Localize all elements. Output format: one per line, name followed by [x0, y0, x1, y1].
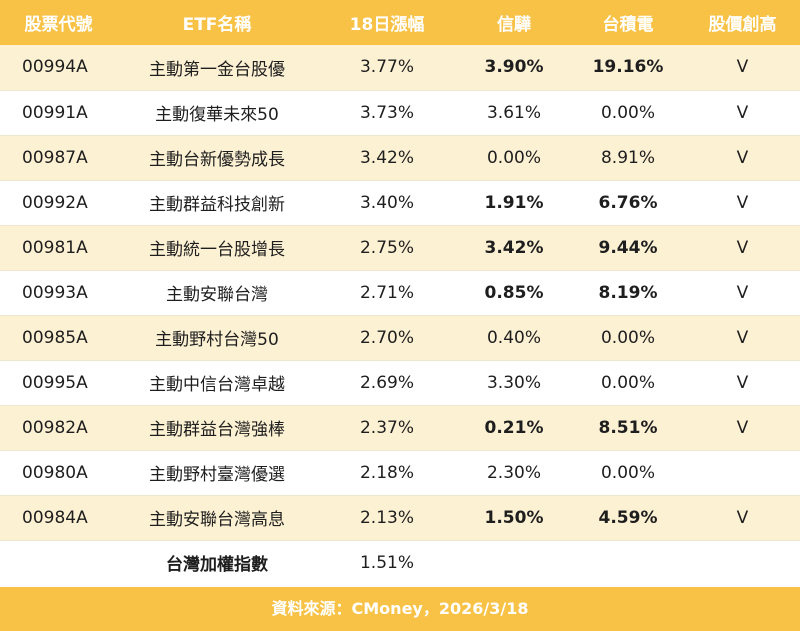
new-high-mark: V [685, 45, 800, 91]
tsmc-weight: 6.76% [571, 180, 685, 226]
new-high-mark: V [685, 405, 800, 451]
aspeed-weight: 3.90% [457, 45, 571, 91]
tsmc-weight: 0.00% [571, 450, 685, 496]
tsmc-weight: 8.51% [571, 405, 685, 451]
etf-name: 主動第一金台股優 [117, 45, 317, 91]
etf-name: 主動群益科技創新 [117, 180, 317, 226]
etf-code: 00993A [0, 270, 117, 316]
gain-value: 2.37% [317, 405, 457, 451]
aspeed-weight: 0.21% [457, 405, 571, 451]
table-row: 00993A 主動安聯台灣 2.71% 0.85% 8.19% V [0, 270, 800, 316]
table-row: 00982A 主動群益台灣強棒 2.37% 0.21% 8.51% V [0, 405, 800, 451]
table-row: 00985A 主動野村台灣50 2.70% 0.40% 0.00% V [0, 315, 800, 361]
aspeed-weight: 3.42% [457, 225, 571, 271]
source-footer: 資料來源：CMoney，2026/3/18 [0, 587, 800, 631]
etf-code: 00991A [0, 90, 117, 136]
etf-code: 00992A [0, 180, 117, 226]
table-row: 00987A 主動台新優勢成長 3.42% 0.00% 8.91% V [0, 135, 800, 181]
header-code: 股票代號 [24, 15, 93, 35]
table-row: 00981A 主動統一台股增長 2.75% 3.42% 9.44% V [0, 225, 800, 271]
etf-code: 00980A [0, 450, 117, 496]
etf-name: 主動野村台灣50 [117, 315, 317, 361]
tsmc-weight: 4.59% [571, 495, 685, 541]
etf-name: 主動台新優勢成長 [117, 135, 317, 181]
gain-value: 2.70% [317, 315, 457, 361]
tsmc-weight: 9.44% [571, 225, 685, 271]
header-18day-gain: 18日漲幅 [349, 15, 425, 35]
gain-value: 3.77% [317, 45, 457, 91]
etf-name: 主動中信台灣卓越 [117, 360, 317, 406]
etf-name: 主動安聯台灣 [117, 270, 317, 316]
aspeed-weight: 0.00% [457, 135, 571, 181]
gain-value: 2.71% [317, 270, 457, 316]
etf-table: 股票代號 ETF名稱 18日漲幅 信驊 台積電 股價創高 00994A 主動第一金… [0, 0, 800, 585]
etf-name: 主動群益台灣強棒 [117, 405, 317, 451]
new-high-mark [685, 450, 800, 496]
gain-value: 3.40% [317, 180, 457, 226]
table-header-row: 股票代號 ETF名稱 18日漲幅 信驊 台積電 股價創高 [0, 0, 800, 45]
header-aspeed: 信驊 [497, 15, 531, 35]
etf-code: 00984A [0, 495, 117, 541]
tsmc-weight: 8.19% [571, 270, 685, 316]
etf-name: 主動安聯台灣高息 [117, 495, 317, 541]
etf-code: 00985A [0, 315, 117, 361]
gain-value: 2.13% [317, 495, 457, 541]
header-tsmc: 台積電 [602, 15, 654, 35]
tsmc-weight: 0.00% [571, 360, 685, 406]
tsmc-weight: 0.00% [571, 315, 685, 361]
etf-code: 00981A [0, 225, 117, 271]
new-high-mark: V [685, 225, 800, 271]
tsmc-weight: 19.16% [571, 45, 685, 91]
gain-value: 3.42% [317, 135, 457, 181]
aspeed-weight: 3.61% [457, 90, 571, 136]
table-row: 00992A 主動群益科技創新 3.40% 1.91% 6.76% V [0, 180, 800, 226]
etf-name: 主動野村臺灣優選 [117, 450, 317, 496]
gain-value: 2.18% [317, 450, 457, 496]
etf-name: 主動復華未來50 [117, 90, 317, 136]
gain-value: 2.75% [317, 225, 457, 271]
header-etf-name: ETF名稱 [182, 15, 252, 35]
table-row: 00980A 主動野村臺灣優選 2.18% 2.30% 0.00% [0, 450, 800, 496]
header-new-high: 股價創高 [708, 15, 777, 35]
etf-code: 00995A [0, 360, 117, 406]
tsmc-weight: 0.00% [571, 90, 685, 136]
table-row: 00995A 主動中信台灣卓越 2.69% 3.30% 0.00% V [0, 360, 800, 406]
gain-value: 2.69% [317, 360, 457, 406]
aspeed-weight: 0.85% [457, 270, 571, 316]
new-high-mark: V [685, 270, 800, 316]
tsmc-weight: 8.91% [571, 135, 685, 181]
index-name: 台灣加權指數 [166, 555, 268, 576]
aspeed-weight: 1.50% [457, 495, 571, 541]
new-high-mark: V [685, 315, 800, 361]
index-row: 台灣加權指數 1.51% [0, 540, 800, 585]
aspeed-weight: 1.91% [457, 180, 571, 226]
gain-value: 3.73% [317, 90, 457, 136]
table-row: 00994A 主動第一金台股優 3.77% 3.90% 19.16% V [0, 45, 800, 91]
etf-code: 00982A [0, 405, 117, 451]
new-high-mark: V [685, 360, 800, 406]
new-high-mark: V [685, 495, 800, 541]
aspeed-weight: 0.40% [457, 315, 571, 361]
etf-name: 主動統一台股增長 [117, 225, 317, 271]
table-row: 00991A 主動復華未來50 3.73% 3.61% 0.00% V [0, 90, 800, 136]
new-high-mark: V [685, 90, 800, 136]
etf-code: 00994A [0, 45, 117, 91]
new-high-mark: V [685, 180, 800, 226]
index-gain: 1.51% [359, 552, 414, 573]
aspeed-weight: 2.30% [457, 450, 571, 496]
etf-code: 00987A [0, 135, 117, 181]
new-high-mark: V [685, 135, 800, 181]
table-row: 00984A 主動安聯台灣高息 2.13% 1.50% 4.59% V [0, 495, 800, 541]
aspeed-weight: 3.30% [457, 360, 571, 406]
